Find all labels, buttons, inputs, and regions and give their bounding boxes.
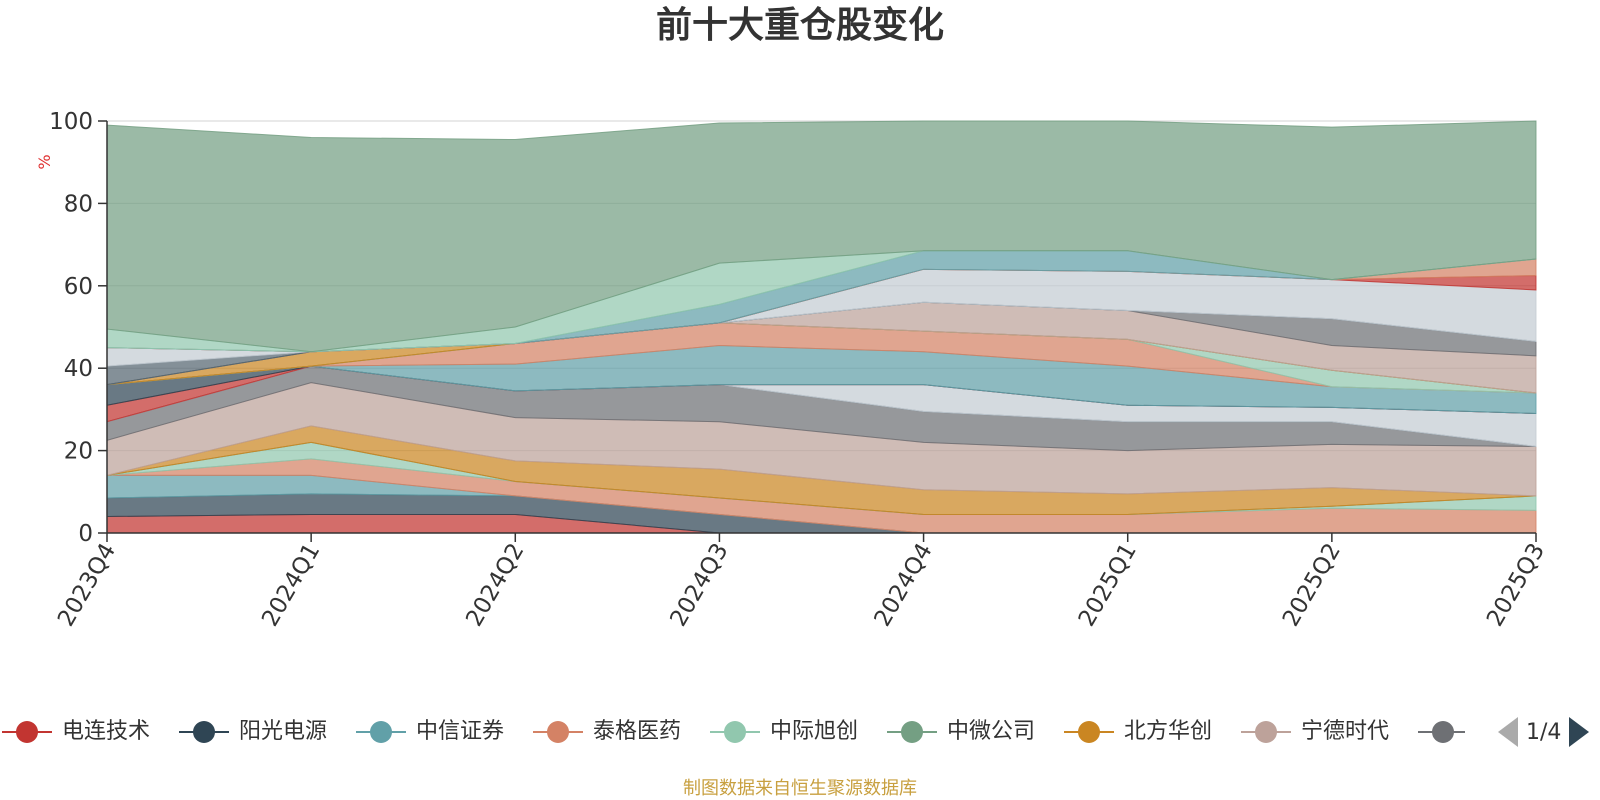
legend-prev-arrow-icon[interactable] <box>1498 717 1518 747</box>
legend-marker-icon <box>356 721 406 743</box>
x-tick-label-2024Q1: 2024Q1 <box>257 539 325 631</box>
x-tick-label-2025Q1: 2025Q1 <box>1074 539 1142 631</box>
legend: 电连技术 阳光电源 中信证券 泰格医药 中际旭创 中微公司 北方华创 宁德时代 紫 <box>0 715 1600 749</box>
legend-marker-icon <box>179 721 229 743</box>
legend-marker-icon <box>1064 721 1114 743</box>
legend-item-4[interactable]: 泰格医药 <box>531 715 681 749</box>
legend-next-arrow-icon[interactable] <box>1569 717 1590 747</box>
legend-page-indicator: 1/4 <box>1526 719 1562 745</box>
legend-item-3[interactable]: 中信证券 <box>354 715 504 749</box>
legend-label: 电连技术 <box>62 719 151 744</box>
y-tick-label-40: 40 <box>64 356 93 382</box>
x-tick-label-2023Q4: 2023Q4 <box>53 539 121 631</box>
legend-label: 阳光电源 <box>239 719 328 744</box>
legend-item-1[interactable]: 电连技术 <box>0 715 150 749</box>
y-tick-label-0: 0 <box>78 521 93 547</box>
legend-label: 北方华创 <box>1124 719 1213 744</box>
x-tick-label-2025Q2: 2025Q2 <box>1278 539 1346 631</box>
y-tick-label-80: 80 <box>64 191 93 217</box>
y-axis-label: % <box>35 154 54 169</box>
x-tick-label-2024Q4: 2024Q4 <box>870 539 938 631</box>
y-tick-label-60: 60 <box>64 274 93 300</box>
x-tick-label-2025Q3: 2025Q3 <box>1482 539 1550 631</box>
area-series <box>106 120 1537 534</box>
y-tick-label-20: 20 <box>64 439 93 465</box>
legend-marker-icon <box>533 721 583 743</box>
source-note: 制图数据来自恒生聚源数据库 <box>683 778 917 799</box>
legend-item-9[interactable]: 紫 <box>1416 715 1465 749</box>
legend-item-7[interactable]: 北方华创 <box>1062 715 1212 749</box>
area-series-27 <box>106 120 1537 353</box>
legend-marker-icon <box>710 721 760 743</box>
legend-marker-icon <box>2 721 52 743</box>
legend-label: 宁德时代 <box>1301 719 1390 744</box>
legend-label: 中信证券 <box>416 719 505 744</box>
y-tick-label-100: 100 <box>49 109 93 135</box>
legend-marker-icon <box>1241 721 1291 743</box>
stacked-area-chart: 0 20 40 60 80 100% 2023Q4 2024Q1 2024Q2 2024Q3 202… <box>35 109 1550 631</box>
chart-title: 前十大重仓股变化 <box>655 5 944 46</box>
legend-label: 泰格医药 <box>593 719 682 744</box>
legend-label: 中微公司 <box>947 719 1036 744</box>
legend-label: 中际旭创 <box>770 719 859 744</box>
legend-item-6[interactable]: 中微公司 <box>885 715 1035 749</box>
legend-item-2[interactable]: 阳光电源 <box>177 715 327 749</box>
legend-marker-icon <box>1418 721 1465 743</box>
x-tick-label-2024Q3: 2024Q3 <box>665 539 733 631</box>
legend-marker-icon <box>887 721 937 743</box>
legend-item-8[interactable]: 宁德时代 <box>1239 715 1389 749</box>
x-tick-label-2024Q2: 2024Q2 <box>461 539 529 631</box>
legend-pager: 1/4 <box>1498 715 1590 749</box>
legend-item-5[interactable]: 中际旭创 <box>708 715 858 749</box>
legend-items: 电连技术 阳光电源 中信证券 泰格医药 中际旭创 中微公司 北方华创 宁德时代 紫 <box>0 715 1465 749</box>
